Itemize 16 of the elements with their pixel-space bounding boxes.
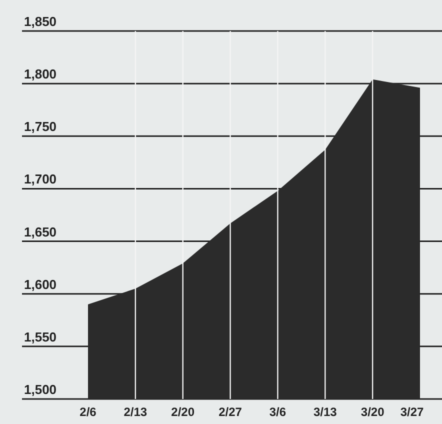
x-tick-label: 2/13 [124,405,148,419]
y-tick-label: 1,850 [24,14,57,29]
x-tick-label: 2/20 [171,405,195,419]
x-tick-label: 3/27 [400,405,424,419]
y-tick-label: 1,500 [24,382,57,397]
y-tick-label: 1,650 [24,224,57,240]
x-tick-label: 3/20 [360,405,385,419]
x-tick-label: 3/13 [313,405,338,419]
x-tick-label: 3/6 [269,405,286,419]
y-tick-label: 1,700 [24,172,57,187]
x-tick-label: 2/27 [218,405,242,419]
y-tick-label: 1,550 [24,329,57,344]
y-tick-label: 1,600 [24,276,57,292]
y-tick-label: 1,750 [24,119,57,134]
y-tick-label: 1,800 [24,66,57,82]
x-tick-label: 2/6 [80,405,97,419]
